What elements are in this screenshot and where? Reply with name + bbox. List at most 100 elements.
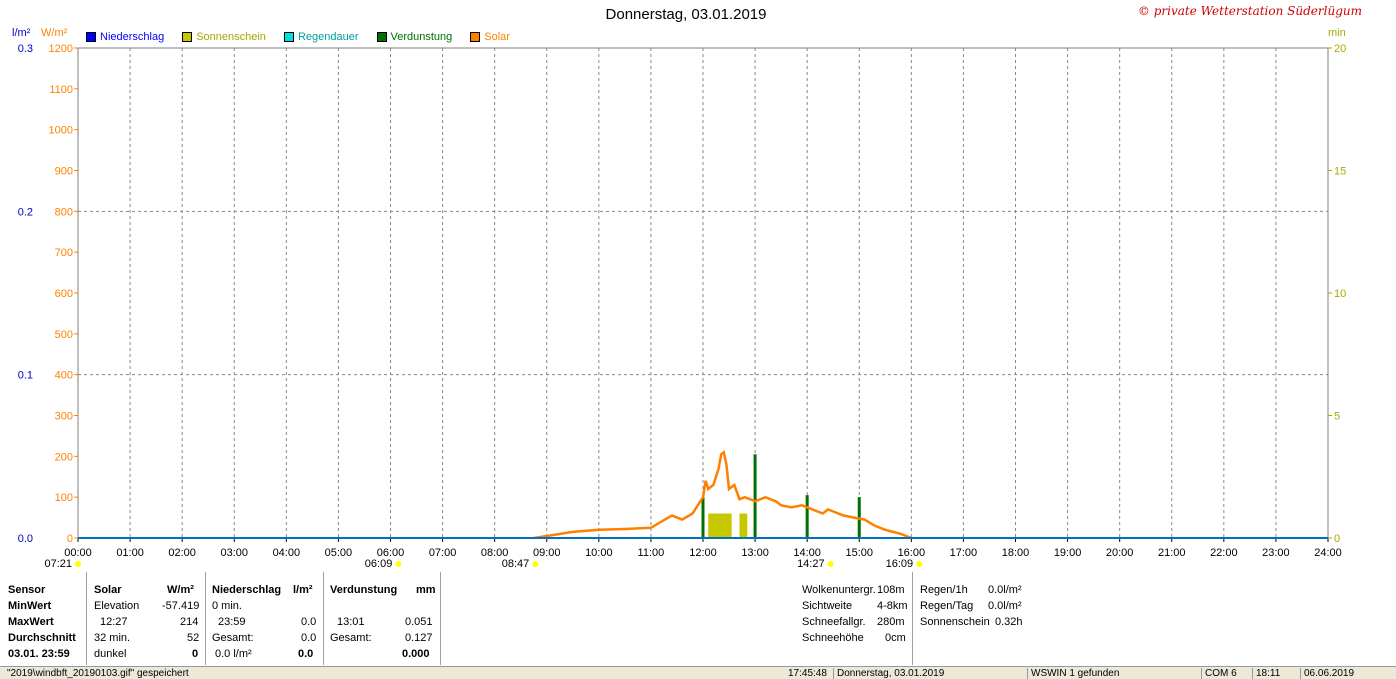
x-tick-label: 06:00 [377,547,405,559]
x-tick-label: 12:00 [689,547,717,559]
x-tick-label: 13:00 [741,547,769,559]
precip-r4b: 0.0 [298,648,314,660]
y-right-tick-label: 15 [1334,166,1346,178]
precip-header: Niederschlag [212,584,282,596]
evap-header: Verdunstung [330,584,398,596]
legend: Niederschlag Sonnenschein Regendauer Verdun… [86,31,528,43]
y-solar-tick-label: 800 [55,206,73,218]
status-com: COM 6 [1201,668,1237,679]
precip-r2a: 23:59 [218,616,246,628]
y-solar-tick-label: 500 [55,329,73,341]
y-precip-tick-label: 0.1 [18,370,33,382]
y-right-tick-label: 10 [1334,288,1346,300]
x-tick-label: 05:00 [325,547,353,559]
status-sysdate: 06.06.2019 [1300,668,1354,679]
x-tick-label: 08:00 [481,547,509,559]
legend-swatch [283,32,294,42]
weather-k2: Schneefallgr. [802,616,866,628]
legend-item-solar: Solar [470,31,510,43]
x-tick-label: 16:00 [898,547,926,559]
evap-r2b: 0.051 [405,616,433,628]
x-tick-label: 23:00 [1262,547,1290,559]
legend-swatch [86,32,96,42]
marker-label: 07:21 [44,558,72,570]
status-bar: "2019\windbft_20190103.gif" gespeichert … [0,666,1396,679]
legend-label: Regendauer [297,31,359,43]
weather-v0: 108m [877,584,905,596]
x-tick-label: 09:00 [533,547,561,559]
sunshine-block [708,513,732,538]
y-solar-tick-label: 0 [67,533,73,545]
x-tick-label: 11:00 [638,547,665,559]
legend-label: Niederschlag [100,31,165,43]
marker-label: 08:47 [502,558,530,570]
evap-r3a: Gesamt: [330,632,372,644]
x-tick-label: 15:00 [845,547,873,559]
legend-item-sonnenschein: Sonnenschein [182,31,266,43]
y-solar-tick-label: 100 [55,492,73,504]
y-precip-tick-label: 0.0 [18,533,33,545]
status-time: 17:45:48 [788,668,827,679]
stats-max-label: MaxWert [8,616,54,628]
solar-r2a: 12:27 [100,616,128,628]
y-solar-tick-label: 300 [55,411,73,423]
copyright-label: © private Wetterstation Süderlügum [1137,4,1362,18]
evap-r2a: 13:01 [337,616,365,628]
legend-item-niederschlag: Niederschlag [86,31,164,43]
x-tick-label: 18:00 [1002,547,1030,559]
solar-r4a: dunkel [94,648,127,660]
solar-r1a: Elevation [94,600,140,612]
evaporation-bar [805,495,809,538]
x-tick-label: 10:00 [585,547,613,559]
weather-v2: 280m [877,616,905,628]
x-tick-label: 14:00 [793,547,821,559]
legend-label: Solar [484,31,510,43]
chart-area: 00:00 01:00 02:00 03:00 04:00 05:00 06:00 07:00… [12,27,1346,570]
weather-k1: Sichtweite [802,600,853,612]
marker-dot [827,561,834,567]
marker-dot [395,561,402,567]
status-clock: 18:11 [1252,668,1280,679]
y-solar-tick-label: 1100 [49,84,73,96]
status-file: "2019\windbft_20190103.gif" gespeichert [7,668,189,679]
legend-item-verdunstung: Verdunstung [376,31,453,43]
rain-k1: Regen/Tag [920,600,974,612]
legend-swatch [470,32,481,42]
marker-label: 14:27 [797,558,825,570]
x-tick-label: 02:00 [168,547,196,559]
y-solar-tick-label: 1200 [49,43,73,55]
legend-swatch [182,32,193,42]
precip-unit: l/m² [293,584,313,596]
evap-r3b: 0.127 [405,632,433,644]
y-right-tick-label: 0 [1334,533,1340,545]
y-solar-tick-label: 900 [55,166,73,178]
y-right-unit: min [1328,27,1346,39]
evaporation-bar [753,454,757,538]
precip-r3a: Gesamt: [212,632,254,644]
status-wswin: WSWIN 1 gefunden [1027,668,1119,679]
marker-label: 16:09 [886,558,914,570]
y-solar-tick-label: 600 [55,288,73,300]
y-precip-tick-label: 0.2 [18,206,33,218]
stats-panel: Sensor MinWert MaxWert Durchschnitt 03.0… [0,572,1374,667]
legend-label: Sonnenschein [196,31,266,43]
x-tick-label: 01:00 [116,547,144,559]
solar-header: Solar [94,584,122,596]
x-tick-label: 07:00 [429,547,457,559]
precip-r1a: 0 min. [212,600,242,612]
solar-r4b: 0 [192,648,199,660]
legend-item-regendauer: Regendauer [283,31,359,43]
solar-r3b: 52 [187,632,200,644]
x-tick-label: 24:00 [1314,547,1342,559]
chart-title: Donnerstag, 03.01.2019 [605,6,767,23]
x-tick-label: 00:00 [64,547,92,559]
x-tick-label: 04:00 [273,547,301,559]
rain-k0: Regen/1h [920,584,968,596]
x-tick-label: 03:00 [220,547,248,559]
sunshine-block [739,513,748,538]
legend-label: Verdunstung [390,31,453,43]
marker-dot [75,561,81,567]
x-tick-label: 19:00 [1054,547,1082,559]
x-tick-label: 20:00 [1106,547,1134,559]
stats-date-label: 03.01. 23:59 [8,648,70,660]
